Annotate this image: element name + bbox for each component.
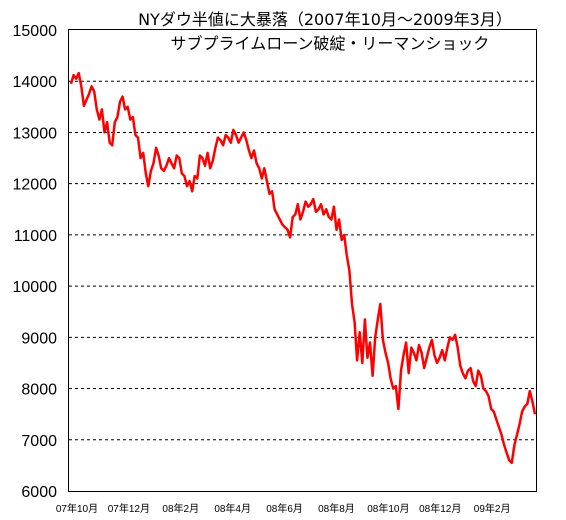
x-tick-label: 09年2月 bbox=[474, 502, 511, 515]
chart-subtitle: サブプライムローン破綻・リーマンショック bbox=[171, 34, 490, 53]
y-tick-label: 7000 bbox=[21, 433, 57, 450]
y-tick-label: 15000 bbox=[13, 23, 58, 40]
x-tick-label: 08年10月 bbox=[367, 502, 409, 515]
y-tick-label: 9000 bbox=[21, 330, 57, 347]
x-tick-label: 07年12月 bbox=[108, 502, 150, 515]
y-tick-label: 11000 bbox=[14, 228, 57, 245]
x-axis-ticks: 07年10月 07年12月 08年2月 08年4月 08年6月 08年8月 08年10月 08… bbox=[56, 502, 511, 515]
x-tick-label: 08年6月 bbox=[266, 502, 303, 515]
y-tick-label: 14000 bbox=[13, 74, 58, 91]
x-tick-label: 08年2月 bbox=[162, 502, 199, 515]
plot-area bbox=[68, 29, 537, 492]
y-tick-label: 10000 bbox=[13, 279, 58, 296]
y-tick-label: 13000 bbox=[13, 125, 58, 142]
series-group bbox=[69, 71, 537, 465]
y-tick-label: 6000 bbox=[21, 484, 57, 501]
y-axis-ticks: 6000 7000 8000 9000 10000 11000 12000 13000 1400… bbox=[13, 23, 58, 501]
x-tick-label: 08年8月 bbox=[318, 502, 355, 515]
x-tick-label: 08年4月 bbox=[214, 502, 251, 515]
y-tick-label: 12000 bbox=[13, 177, 58, 194]
series-line bbox=[69, 71, 537, 465]
y-tick-label: 8000 bbox=[21, 382, 57, 399]
chart-title: NYダウ半値に大暴落（2007年10月～2009年3月） bbox=[138, 10, 512, 29]
x-tick-label: 08年12月 bbox=[419, 502, 461, 515]
x-tick-label: 07年10月 bbox=[56, 502, 98, 515]
